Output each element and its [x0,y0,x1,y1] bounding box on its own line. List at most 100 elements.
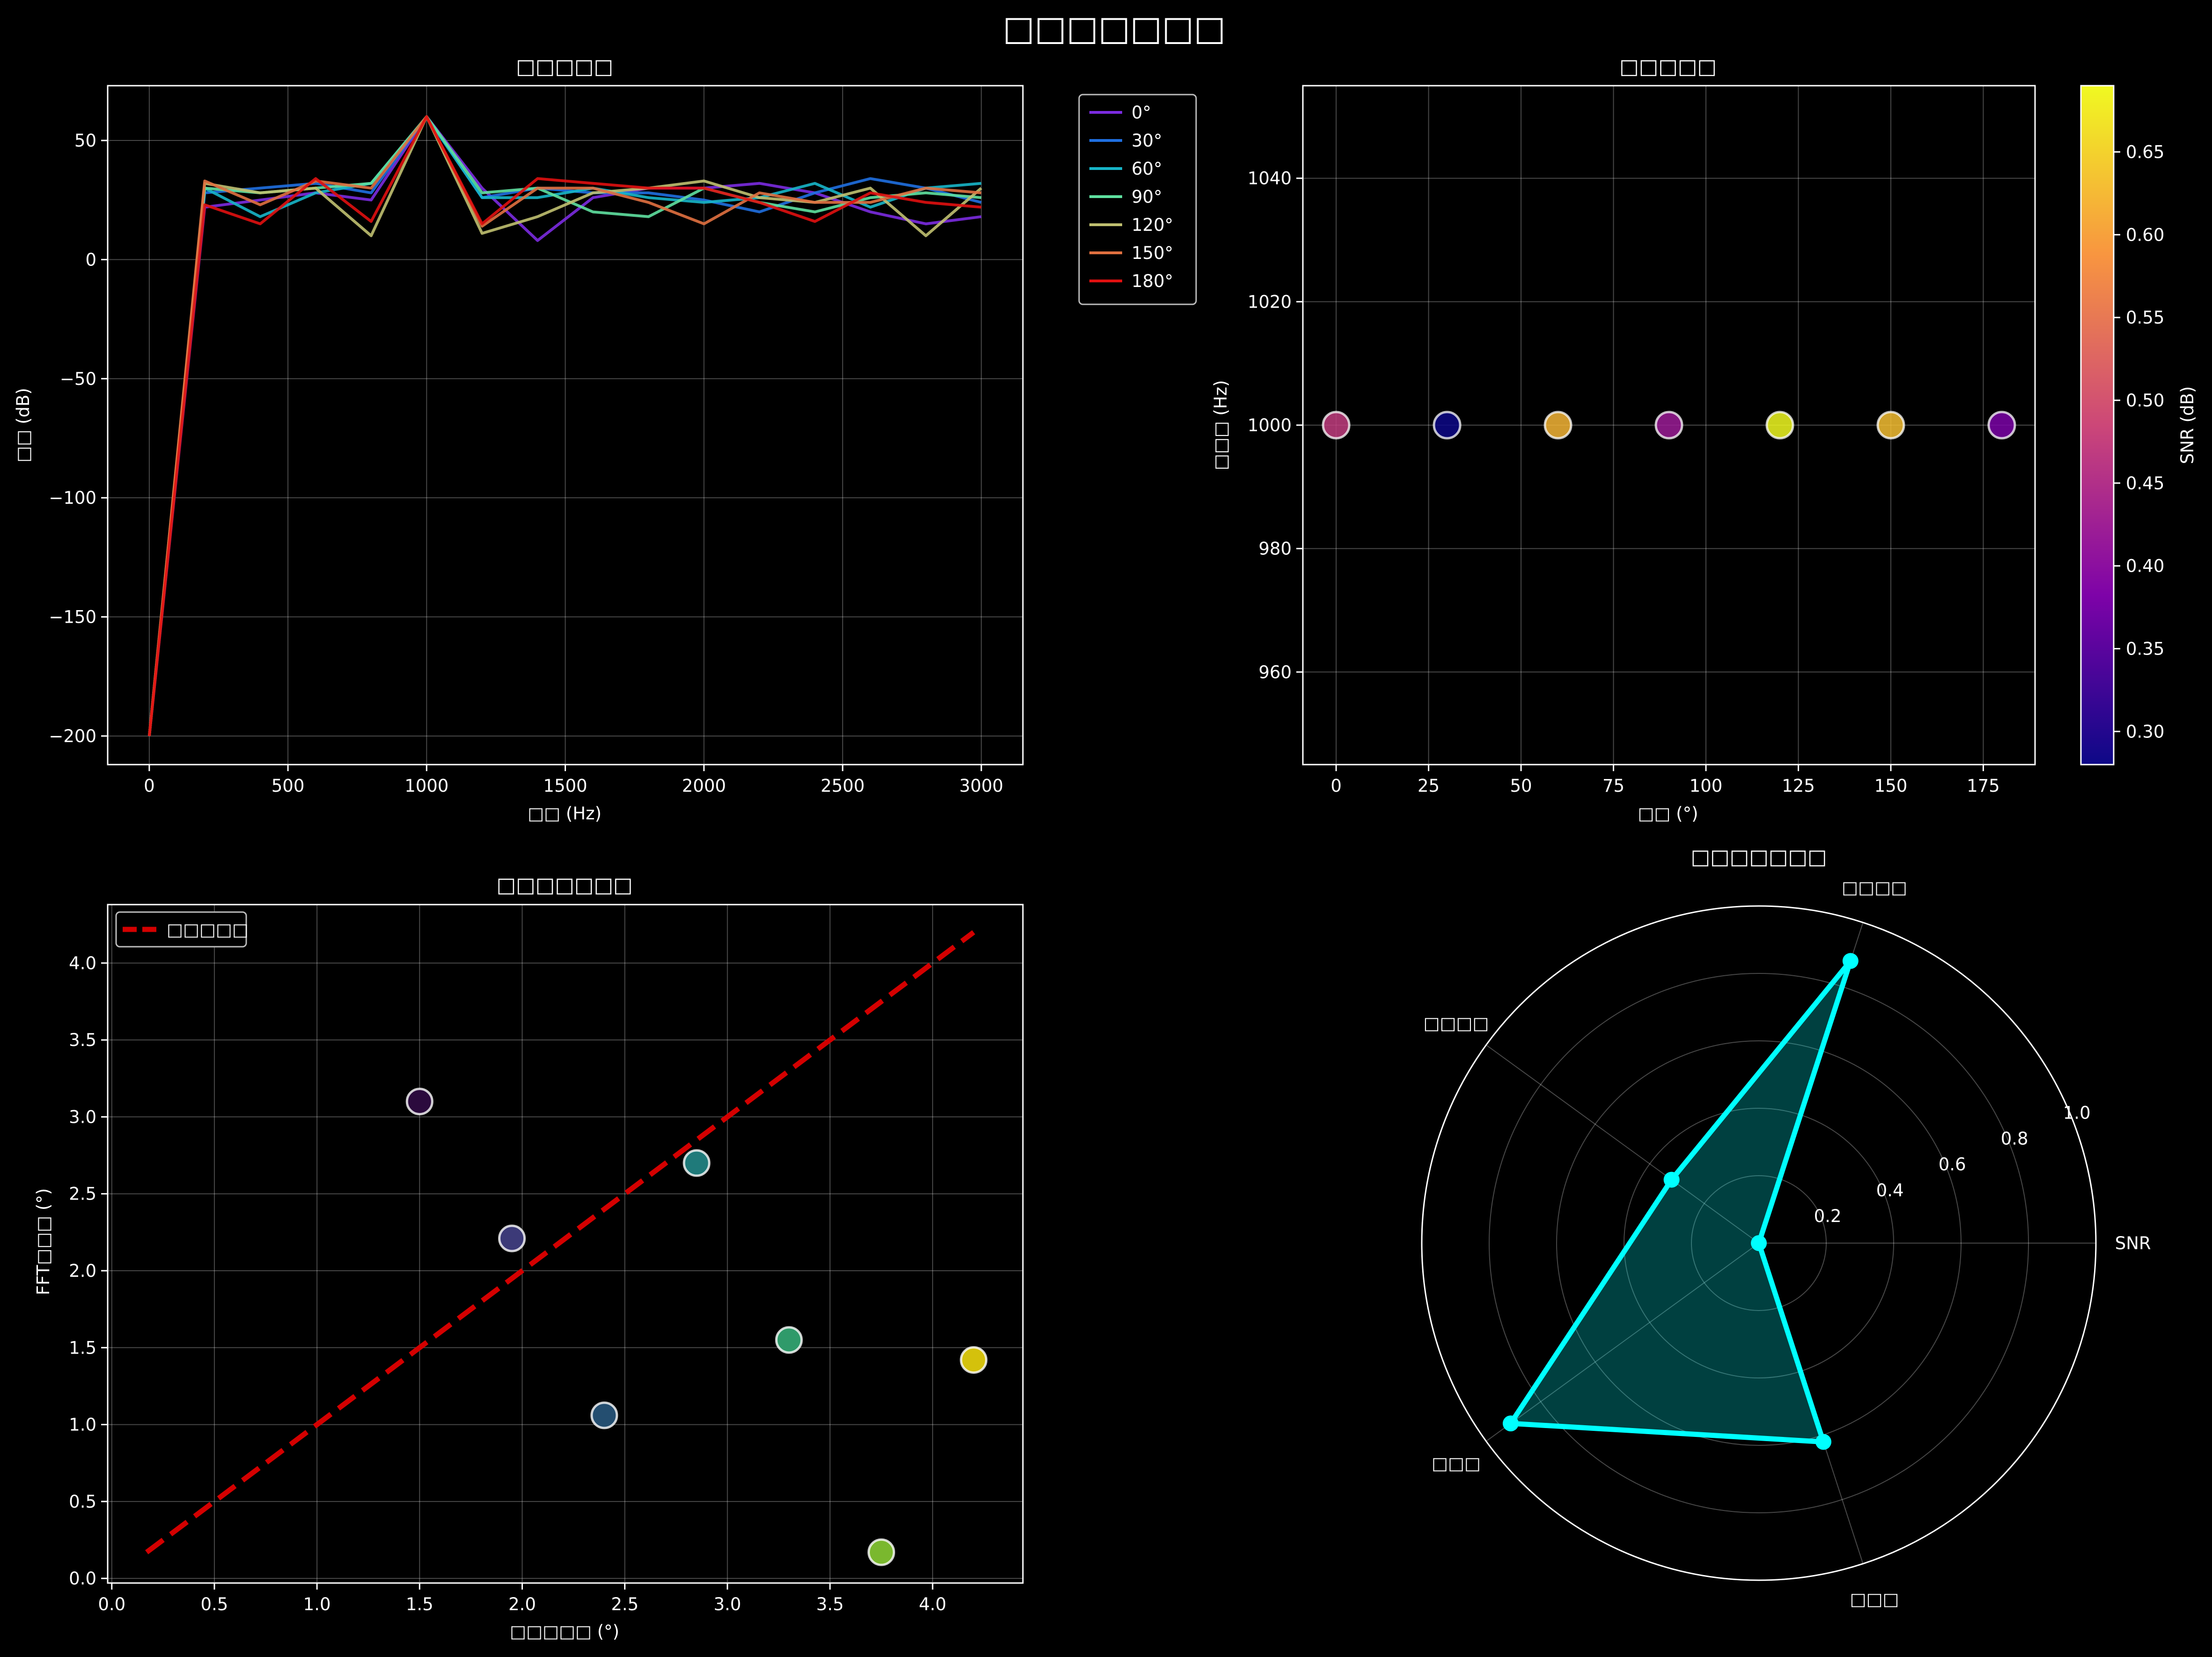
phase-x-tick-label: 4.0 [919,1594,947,1614]
phase-y-tick-label: 2.0 [69,1261,96,1281]
spectrum-legend-label: 60° [1132,159,1162,179]
colorbar-tick-label: 0.50 [2126,390,2164,411]
angle-y-tick-label: 1000 [1248,415,1292,435]
angle-y-tick-label: 960 [1258,662,1292,682]
spectrum-x-tick-label: 3000 [959,776,1003,796]
angle-y-tick-label: 1020 [1248,292,1292,312]
spectrum-series-line [147,115,982,736]
phase-scatter-point [498,1224,526,1252]
spectrum-legend-label: 150° [1132,243,1173,263]
ideal-reference-line [145,930,976,1554]
colorbar-tick-label: 0.60 [2126,225,2164,245]
spectrum-x-tick-label: 2500 [821,776,865,796]
spectrum-panel: □□□□□ □□ (Hz) □□ (dB) 0 500 1000 1500 2000 25… [13,55,1197,824]
angle-scatter-point [1987,411,2016,440]
phase-scatter-point [683,1149,711,1177]
angle-scatter-point [1322,411,1351,440]
spectrum-x-tick-label: 500 [272,776,305,796]
phase-axes-frame [107,904,1024,1584]
phase-x-tick-label: 2.5 [611,1594,639,1614]
radar-gridring [1624,1108,1894,1378]
phase-y-tick-label: 0.0 [69,1569,96,1589]
radar-gridring [1489,973,2029,1513]
phase-compare-title: □□□□□□□ [496,873,632,897]
colorbar-tick-label: 0.45 [2126,473,2164,493]
spectrum-y-tick-label: −200 [49,726,96,746]
spectrum-series-line [147,115,982,736]
radar-category-label: □□□□ [1842,877,1907,898]
radar-vertex-marker [1751,1235,1767,1251]
radar-gridring [1691,1175,1827,1311]
spectrum-x-tick-label: 0 [144,776,155,796]
phase-scatter-point [775,1326,803,1354]
spectrum-ylabel: □□ (dB) [13,388,33,462]
radar-spoke [1485,1243,1759,1442]
angle-x-tick-label: 75 [1602,776,1624,796]
radar-outer-ring [1421,905,2097,1581]
angle-x-tick-label: 175 [1967,776,2000,796]
radar-vertex-marker [1663,1171,1680,1188]
angle-scatter-xlabel: □□ (°) [1638,803,1698,824]
spectrum-y-tick-label: 0 [85,250,96,270]
spectrum-y-tick-label: −100 [49,488,96,508]
radar-area [1508,958,1853,1445]
phase-y-tick-label: 3.0 [69,1107,96,1127]
phase-legend-box [115,911,247,948]
spectrum-series-line [147,115,982,736]
angle-scatter-panel: □□□□□ □□ (°) □□□ (Hz) SNR (dB) 0 25 50 75 10… [1211,55,2197,824]
phase-y-tick-label: 0.5 [69,1492,96,1512]
colorbar-tick-label: 0.30 [2126,722,2164,742]
spectrum-legend-label: 90° [1132,187,1162,207]
phase-x-tick-label: 2.0 [508,1594,536,1614]
phase-compare-ylabel: FFT□□□ (°) [33,1188,53,1296]
angle-scatter-ylabel: □□□ (Hz) [1211,380,1231,471]
spectrum-legend-label: 0° [1132,103,1151,123]
angle-x-tick-label: 150 [1874,776,1908,796]
spectrum-x-tick-label: 2000 [682,776,726,796]
radar-category-label: □□□ [1432,1453,1481,1473]
radar-title: □□□□□□□ [1690,845,1827,869]
radar-r-tick-label: 0.8 [2001,1129,2028,1149]
radar-category-label: □□□ [1850,1589,1899,1609]
phase-y-tick-label: 1.5 [69,1338,96,1358]
angle-y-tick-label: 980 [1258,539,1292,559]
spectrum-y-tick-label: 50 [74,131,96,151]
angle-x-tick-label: 100 [1690,776,1723,796]
phase-x-tick-label: 1.5 [406,1594,434,1614]
spectrum-legend-label: 180° [1132,271,1173,291]
phase-y-tick-label: 1.0 [69,1415,96,1435]
radar-r-tick-label: 0.2 [1814,1206,1842,1226]
radar-vertex-marker [1502,1415,1519,1432]
angle-x-tick-label: 125 [1782,776,1815,796]
phase-x-tick-label: 1.0 [303,1594,331,1614]
phase-compare-panel: □□□□□□□ □□□□□ (°) FFT□□□ (°) 0.0 0.5 1.0 1.… [33,873,1024,1642]
colorbar-tick-label: 0.55 [2126,308,2164,328]
phase-x-tick-label: 0.0 [98,1594,125,1614]
radar-category-label: □□□□ [1424,1013,1489,1033]
phase-y-tick-label: 2.5 [69,1184,96,1204]
spectrum-series-line [147,115,983,736]
phase-x-tick-label: 0.5 [201,1594,228,1614]
spectrum-xlabel: □□ (Hz) [528,803,602,824]
angle-scatter-point [1876,411,1905,440]
colorbar-tick-label: 0.35 [2126,639,2164,659]
spectrum-legend-label: 120° [1132,215,1173,235]
colorbar-tick-label: 0.40 [2126,556,2164,576]
angle-x-tick-label: 25 [1418,776,1440,796]
radar-r-tick-label: 1.0 [2063,1103,2091,1123]
spectrum-y-tick-label: −150 [49,607,96,627]
angle-scatter-point [1543,411,1573,440]
angle-axes-frame [1302,85,2036,766]
angle-y-tick-label: 1040 [1248,169,1292,189]
angle-scatter-point [1765,411,1794,440]
radar-gridring [1556,1040,1962,1446]
angle-scatter-title: □□□□□ [1619,55,1717,79]
phase-y-tick-label: 3.5 [69,1030,96,1050]
spectrum-x-tick-label: 1500 [543,776,587,796]
colorbar [2080,85,2115,766]
radar-r-tick-label: 0.6 [1939,1155,1966,1175]
phase-scatter-point [590,1401,618,1429]
spectrum-y-tick-label: −50 [60,369,96,389]
